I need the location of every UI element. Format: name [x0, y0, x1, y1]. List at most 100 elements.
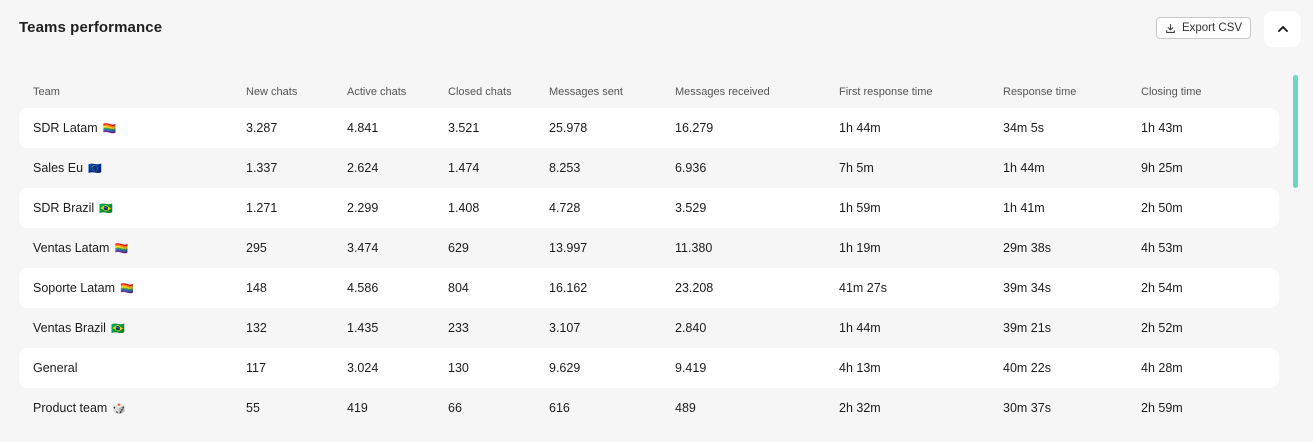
team-name: Soporte Latam: [33, 281, 115, 295]
column-header-messages-received[interactable]: Messages received: [675, 85, 770, 98]
messages-sent-cell: 616: [549, 401, 570, 415]
team-name: General: [33, 361, 78, 375]
team-name-cell: Ventas Latam 🏳️‍🌈: [33, 228, 128, 268]
first-response-time-cell: 7h 5m: [839, 161, 874, 175]
first-response-time-cell: 1h 44m: [839, 321, 881, 335]
team-name: Ventas Latam: [33, 241, 110, 255]
closing-time-cell: 4h 28m: [1141, 361, 1183, 375]
closed-chats-cell: 130: [448, 361, 469, 375]
new-chats-cell: 148: [246, 281, 267, 295]
messages-received-cell: 16.279: [675, 121, 714, 135]
column-header-first-response-time[interactable]: First response time: [839, 85, 933, 98]
column-header-active-chats[interactable]: Active chats: [347, 85, 407, 98]
messages-sent-cell: 13.997: [549, 241, 588, 255]
new-chats-cell: 117: [246, 361, 266, 375]
first-response-time-cell: 2h 32m: [839, 401, 881, 415]
team-dice-icon: 🎲: [112, 402, 127, 415]
table-row[interactable]: SDR Latam 🏳️‍🌈 3.287 4.841 3.521 25.978 1…: [19, 108, 1279, 148]
messages-received-cell: 11.380: [675, 241, 713, 255]
chevron-up-icon: [1277, 26, 1288, 32]
active-chats-cell: 3.024: [347, 361, 379, 375]
teams-table: Team New chats Active chats Closed chats…: [19, 75, 1279, 428]
response-time-cell: 1h 41m: [1003, 201, 1045, 215]
table-row[interactable]: General 117 3.024 130 9.629 9.419 4h 13m…: [19, 348, 1279, 388]
response-time-cell: 39m 34s: [1003, 281, 1051, 295]
team-flag-icon: 🏳️‍🌈: [120, 282, 134, 295]
table-row[interactable]: Soporte Latam 🏳️‍🌈 148 4.586 804 16.162 2…: [19, 268, 1279, 308]
response-time-cell: 39m 21s: [1003, 321, 1051, 335]
column-header-messages-sent[interactable]: Messages sent: [549, 85, 623, 98]
first-response-time-cell: 41m 27s: [839, 281, 887, 295]
team-flag-icon: 🏳️‍🌈: [114, 242, 129, 255]
column-header-team[interactable]: Team: [33, 85, 60, 98]
messages-sent-cell: 3.107: [549, 321, 581, 335]
closing-time-cell: 2h 59m: [1141, 401, 1183, 415]
team-name-cell: Sales Eu 🇪🇺: [33, 148, 102, 188]
active-chats-cell: 2.299: [347, 201, 379, 215]
closed-chats-cell: 804: [448, 281, 469, 295]
table-header-row: Team New chats Active chats Closed chats…: [19, 75, 1279, 108]
table-row[interactable]: Ventas Latam 🏳️‍🌈 295 3.474 629 13.997 11…: [19, 228, 1279, 268]
active-chats-cell: 419: [347, 401, 368, 415]
first-response-time-cell: 1h 59m: [839, 201, 881, 215]
closing-time-cell: 2h 52m: [1141, 321, 1183, 335]
messages-received-cell: 3.529: [675, 201, 707, 215]
messages-received-cell: 9.419: [675, 361, 707, 375]
table-row[interactable]: Sales Eu 🇪🇺 1.337 2.624 1.474 8.253 6.936…: [19, 148, 1279, 188]
team-name-cell: Soporte Latam 🏳️‍🌈: [33, 268, 134, 308]
closing-time-cell: 4h 53m: [1141, 241, 1183, 255]
team-name: Ventas Brazil: [33, 321, 106, 335]
closed-chats-cell: 66: [448, 401, 462, 415]
response-time-cell: 34m 5s: [1003, 121, 1044, 135]
active-chats-cell: 2.624: [347, 161, 379, 175]
team-flag-icon: 🇧🇷: [99, 202, 113, 215]
active-chats-cell: 3.474: [347, 241, 379, 255]
team-name-cell: SDR Latam 🏳️‍🌈: [33, 108, 116, 148]
team-flag-icon: 🏳️‍🌈: [102, 122, 117, 135]
vertical-scrollbar[interactable]: [1293, 75, 1298, 435]
closing-time-cell: 1h 43m: [1141, 121, 1183, 135]
column-header-closed-chats[interactable]: Closed chats: [448, 85, 512, 98]
closing-time-cell: 2h 54m: [1141, 281, 1183, 295]
scrollbar-thumb[interactable]: [1293, 75, 1298, 188]
closed-chats-cell: 629: [448, 241, 469, 255]
closing-time-cell: 9h 25m: [1141, 161, 1183, 175]
team-name-cell: Product team 🎲: [33, 388, 126, 428]
new-chats-cell: 132: [246, 321, 267, 335]
team-flag-icon: 🇪🇺: [88, 162, 102, 175]
messages-sent-cell: 25.978: [549, 121, 588, 135]
response-time-cell: 29m 38s: [1003, 241, 1051, 255]
closed-chats-cell: 1.408: [448, 201, 480, 215]
messages-sent-cell: 9.629: [549, 361, 581, 375]
team-name: SDR Latam: [33, 121, 98, 135]
messages-sent-cell: 4.728: [549, 201, 581, 215]
closed-chats-cell: 3.521: [448, 121, 480, 135]
team-name-cell: SDR Brazil 🇧🇷: [33, 188, 113, 228]
active-chats-cell: 4.841: [347, 121, 379, 135]
response-time-cell: 40m 22s: [1003, 361, 1051, 375]
response-time-cell: 1h 44m: [1003, 161, 1045, 175]
first-response-time-cell: 1h 44m: [839, 121, 881, 135]
column-header-new-chats[interactable]: New chats: [246, 85, 298, 98]
collapse-button[interactable]: [1264, 11, 1301, 47]
table-row[interactable]: Ventas Brazil 🇧🇷 132 1.435 233 3.107 2.84…: [19, 308, 1279, 348]
messages-sent-cell: 16.162: [549, 281, 588, 295]
table-row[interactable]: Product team 🎲 55 419 66 616 489 2h 32m 3…: [19, 388, 1279, 428]
new-chats-cell: 55: [246, 401, 260, 415]
team-name: Product team: [33, 401, 108, 415]
column-header-response-time[interactable]: Response time: [1003, 85, 1077, 98]
messages-received-cell: 23.208: [675, 281, 714, 295]
messages-received-cell: 6.936: [675, 161, 707, 175]
table-row[interactable]: SDR Brazil 🇧🇷 1.271 2.299 1.408 4.728 3.5…: [19, 188, 1279, 228]
team-name-cell: General: [33, 348, 82, 388]
closed-chats-cell: 233: [448, 321, 469, 335]
new-chats-cell: 3.287: [246, 121, 278, 135]
messages-sent-cell: 8.253: [549, 161, 581, 175]
column-header-closing-time[interactable]: Closing time: [1141, 85, 1202, 98]
team-name: Sales Eu: [33, 161, 84, 175]
page-title: Teams performance: [19, 19, 163, 36]
first-response-time-cell: 4h 13m: [839, 361, 881, 375]
export-csv-button[interactable]: Export CSV: [1156, 17, 1251, 39]
active-chats-cell: 4.586: [347, 281, 379, 295]
first-response-time-cell: 1h 19m: [839, 241, 881, 255]
